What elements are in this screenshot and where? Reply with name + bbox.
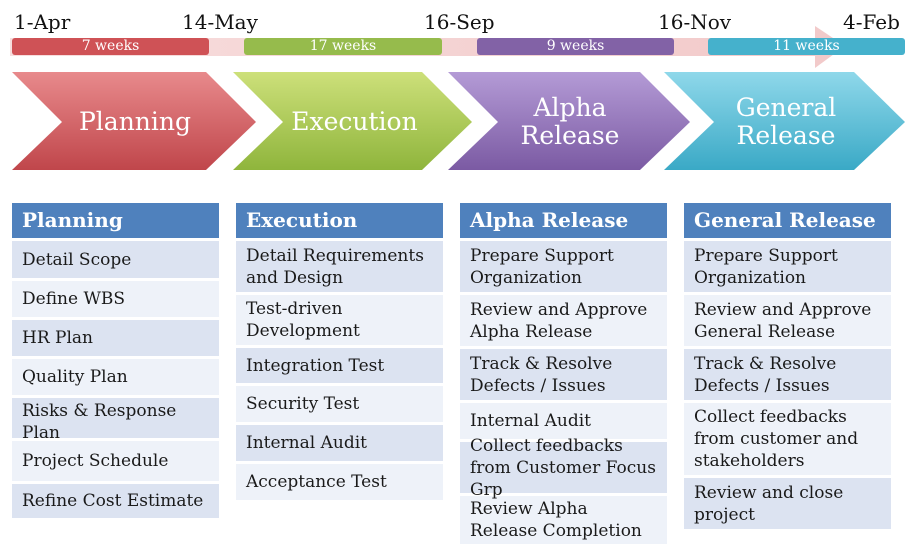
list-item: Collect feedbacks from customer and stak… [684,403,891,475]
date-label-start: 1-Apr [14,10,71,34]
list-item: Internal Audit [460,403,667,439]
column-general-release: General Release Prepare Support Organiza… [684,203,891,529]
list-item: HR Plan [12,320,219,356]
phase-chevrons [12,72,905,170]
list-item: Review and close project [684,478,891,529]
column-alpha-release: Alpha Release Prepare Support Organizati… [460,203,667,544]
list-item: Detail Scope [12,241,219,278]
list-item: Review Alpha Release Completion [460,496,667,544]
duration-bar-execution: 17 weeks [244,38,442,55]
chevron-label-planning: Planning [78,107,192,136]
list-item: Detail Requirements and Design [236,241,443,292]
date-label-execution-start: 14-May [182,10,258,34]
list-item: Test-driven Development [236,295,443,345]
list-item: Track & Resolve Defects / Issues [684,349,891,400]
column-header-alpha-release: Alpha Release [460,203,667,238]
list-item: Track & Resolve Defects / Issues [460,349,667,400]
duration-bar-planning: 7 weeks [12,38,209,55]
chevron-execution [233,72,472,170]
column-planning: Planning Detail Scope Define WBS HR Plan… [12,203,219,518]
list-item: Risks & Response Plan [12,398,219,443]
column-execution: Execution Detail Requirements and Design… [236,203,443,500]
chevron-planning [12,72,256,170]
duration-bar-general-release: 11 weeks [708,38,905,55]
list-item: Collect feedbacks from Customer Focus Gr… [460,436,667,500]
list-item: Project Schedule [12,441,219,481]
list-item: Prepare Support Organization [460,241,667,292]
duration-bar-alpha-release: 9 weeks [477,38,674,55]
list-item: Prepare Support Organization [684,241,891,292]
list-item: Review and Approve Alpha Release [460,295,667,346]
column-header-planning: Planning [12,203,219,238]
chevron-general-release [664,72,905,170]
date-label-end: 4-Feb [843,10,900,34]
list-item: Integration Test [236,348,443,383]
chevron-label-general-release: General Release [735,93,837,150]
date-label-general-start: 16-Nov [658,10,732,34]
list-item: Security Test [236,386,443,422]
chevron-label-alpha-release: Alpha Release [520,93,620,150]
list-item: Quality Plan [12,359,219,395]
date-label-alpha-start: 16-Sep [424,10,495,34]
list-item: Refine Cost Estimate [12,484,219,518]
list-item: Internal Audit [236,425,443,461]
chevron-label-execution: Execution [291,107,418,136]
list-item: Acceptance Test [236,464,443,500]
list-item: Review and Approve General Release [684,295,891,346]
list-item: Define WBS [12,281,219,317]
chevron-alpha-release [448,72,690,170]
column-header-general-release: General Release [684,203,891,238]
column-header-execution: Execution [236,203,443,238]
